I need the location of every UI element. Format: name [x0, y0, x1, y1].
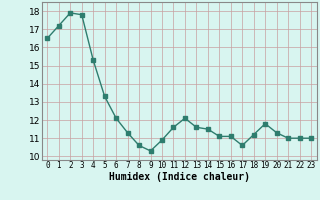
X-axis label: Humidex (Indice chaleur): Humidex (Indice chaleur) — [109, 172, 250, 182]
